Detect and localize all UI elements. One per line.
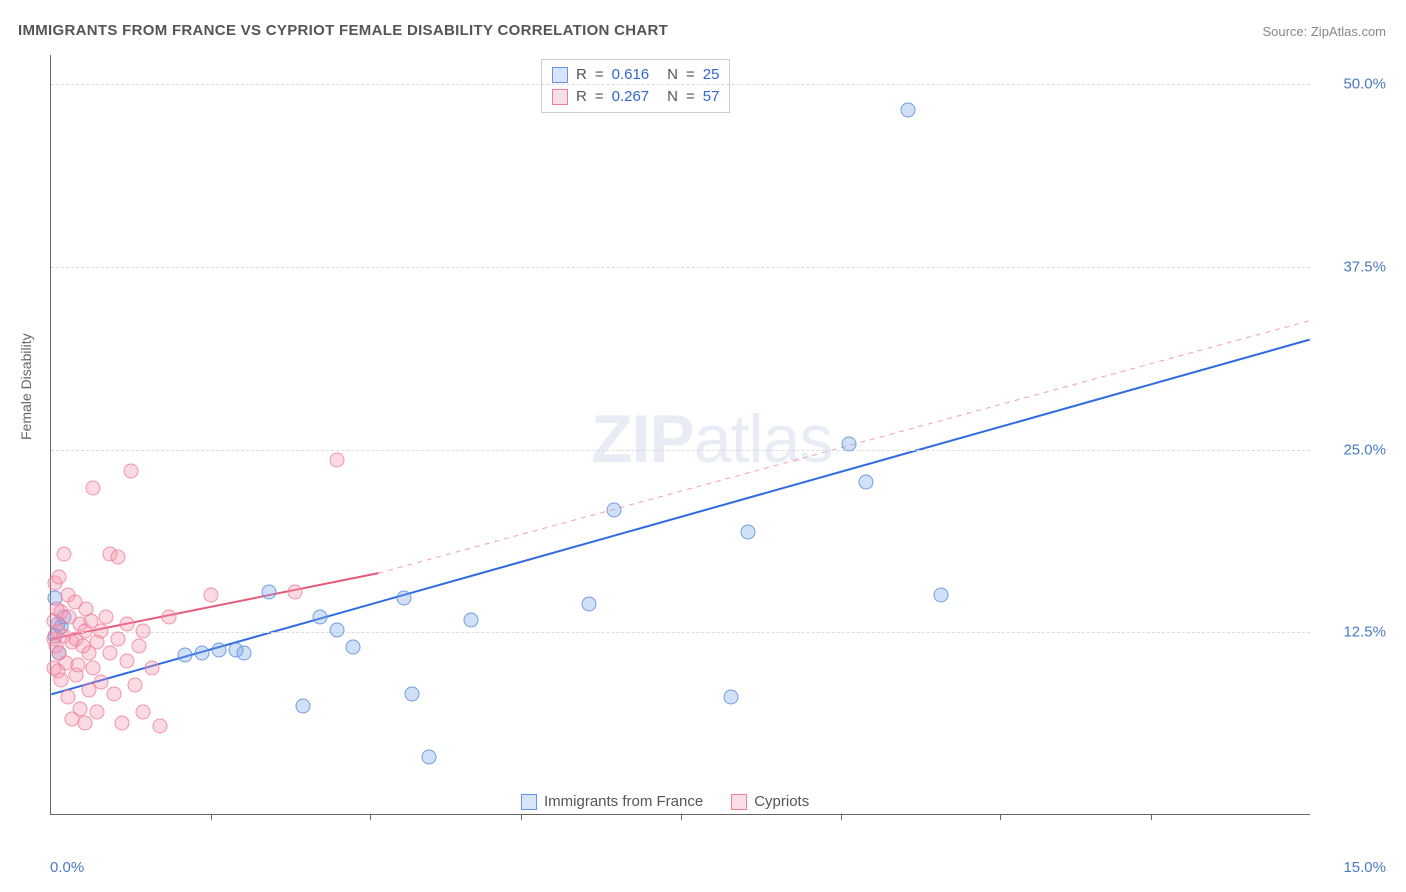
scatter-point <box>237 646 252 661</box>
scatter-point <box>296 698 311 713</box>
legend-r-value-1: 0.616 <box>612 64 650 86</box>
scatter-point <box>329 453 344 468</box>
y-axis-label: Female Disability <box>18 333 34 440</box>
x-tick <box>1151 814 1152 820</box>
x-tick-min: 0.0% <box>50 859 84 876</box>
trend-lines-svg <box>51 55 1310 814</box>
gridline <box>51 267 1310 268</box>
scatter-point <box>111 549 126 564</box>
scatter-point <box>346 640 361 655</box>
scatter-point <box>73 701 88 716</box>
scatter-point <box>86 481 101 496</box>
scatter-point <box>115 716 130 731</box>
x-tick <box>841 814 842 820</box>
scatter-point <box>212 643 227 658</box>
scatter-point <box>405 687 420 702</box>
scatter-point <box>606 503 621 518</box>
swatch-pink-icon <box>552 89 568 105</box>
scatter-point <box>144 660 159 675</box>
scatter-point <box>842 437 857 452</box>
scatter-point <box>123 463 138 478</box>
scatter-point <box>77 716 92 731</box>
legend-row-cypriots: R = 0.267 N = 57 <box>552 86 719 108</box>
swatch-blue-icon <box>521 794 537 810</box>
y-tick-label: 25.0% <box>1343 441 1386 458</box>
scatter-point <box>94 624 109 639</box>
scatter-point <box>262 584 277 599</box>
bottom-legend: Immigrants from France Cypriots <box>521 793 809 810</box>
gridline <box>51 632 1310 633</box>
scatter-point <box>858 475 873 490</box>
scatter-point <box>934 587 949 602</box>
swatch-blue-icon <box>552 67 568 83</box>
scatter-point <box>94 675 109 690</box>
bottom-legend-item-cypriots: Cypriots <box>731 793 809 810</box>
legend-row-france: R = 0.616 N = 25 <box>552 64 719 86</box>
gridline <box>51 84 1310 85</box>
scatter-point <box>203 587 218 602</box>
scatter-point <box>136 624 151 639</box>
scatter-point <box>136 704 151 719</box>
scatter-point <box>70 657 85 672</box>
scatter-point <box>178 647 193 662</box>
y-tick-label: 37.5% <box>1343 258 1386 275</box>
scatter-point <box>128 678 143 693</box>
scatter-point <box>464 612 479 627</box>
legend-n-value-1: 25 <box>703 64 720 86</box>
x-tick-max: 15.0% <box>1343 859 1386 876</box>
scatter-point <box>312 609 327 624</box>
scatter-point <box>54 672 69 687</box>
scatter-point <box>900 102 915 117</box>
legend-n-value-2: 57 <box>703 86 720 108</box>
x-tick <box>521 814 522 820</box>
scatter-point <box>153 719 168 734</box>
scatter-point <box>119 653 134 668</box>
legend-r-value-2: 0.267 <box>612 86 650 108</box>
legend-n-label: N <box>667 64 678 86</box>
scatter-point <box>161 609 176 624</box>
scatter-point <box>741 524 756 539</box>
y-tick-label: 12.5% <box>1343 624 1386 641</box>
chart-title: IMMIGRANTS FROM FRANCE VS CYPRIOT FEMALE… <box>18 22 668 39</box>
scatter-point <box>86 660 101 675</box>
bottom-legend-label-2: Cypriots <box>754 793 809 810</box>
scatter-point <box>422 750 437 765</box>
scatter-point <box>98 609 113 624</box>
scatter-point <box>56 546 71 561</box>
bottom-legend-label-1: Immigrants from France <box>544 793 703 810</box>
scatter-point <box>329 622 344 637</box>
scatter-point <box>107 687 122 702</box>
scatter-point <box>119 617 134 632</box>
x-tick <box>370 814 371 820</box>
scatter-point <box>102 646 117 661</box>
scatter-point <box>287 584 302 599</box>
correlation-legend: R = 0.616 N = 25 R = 0.267 N = 57 <box>541 59 730 113</box>
x-tick <box>681 814 682 820</box>
scatter-point <box>195 646 210 661</box>
legend-r-label: R <box>576 64 587 86</box>
scatter-point <box>90 704 105 719</box>
y-tick-label: 50.0% <box>1343 76 1386 93</box>
scatter-point <box>581 596 596 611</box>
scatter-point <box>724 690 739 705</box>
source-label: Source: ZipAtlas.com <box>1262 24 1386 39</box>
plot-area: R = 0.616 N = 25 R = 0.267 N = 57 ZIPatl… <box>50 55 1310 815</box>
bottom-legend-item-france: Immigrants from France <box>521 793 703 810</box>
x-tick <box>1000 814 1001 820</box>
scatter-point <box>52 570 67 585</box>
scatter-point <box>111 631 126 646</box>
gridline <box>51 450 1310 451</box>
scatter-point <box>60 690 75 705</box>
swatch-pink-icon <box>731 794 747 810</box>
x-tick <box>211 814 212 820</box>
scatter-point <box>396 590 411 605</box>
scatter-point <box>132 638 147 653</box>
watermark: ZIPatlas <box>591 400 832 478</box>
